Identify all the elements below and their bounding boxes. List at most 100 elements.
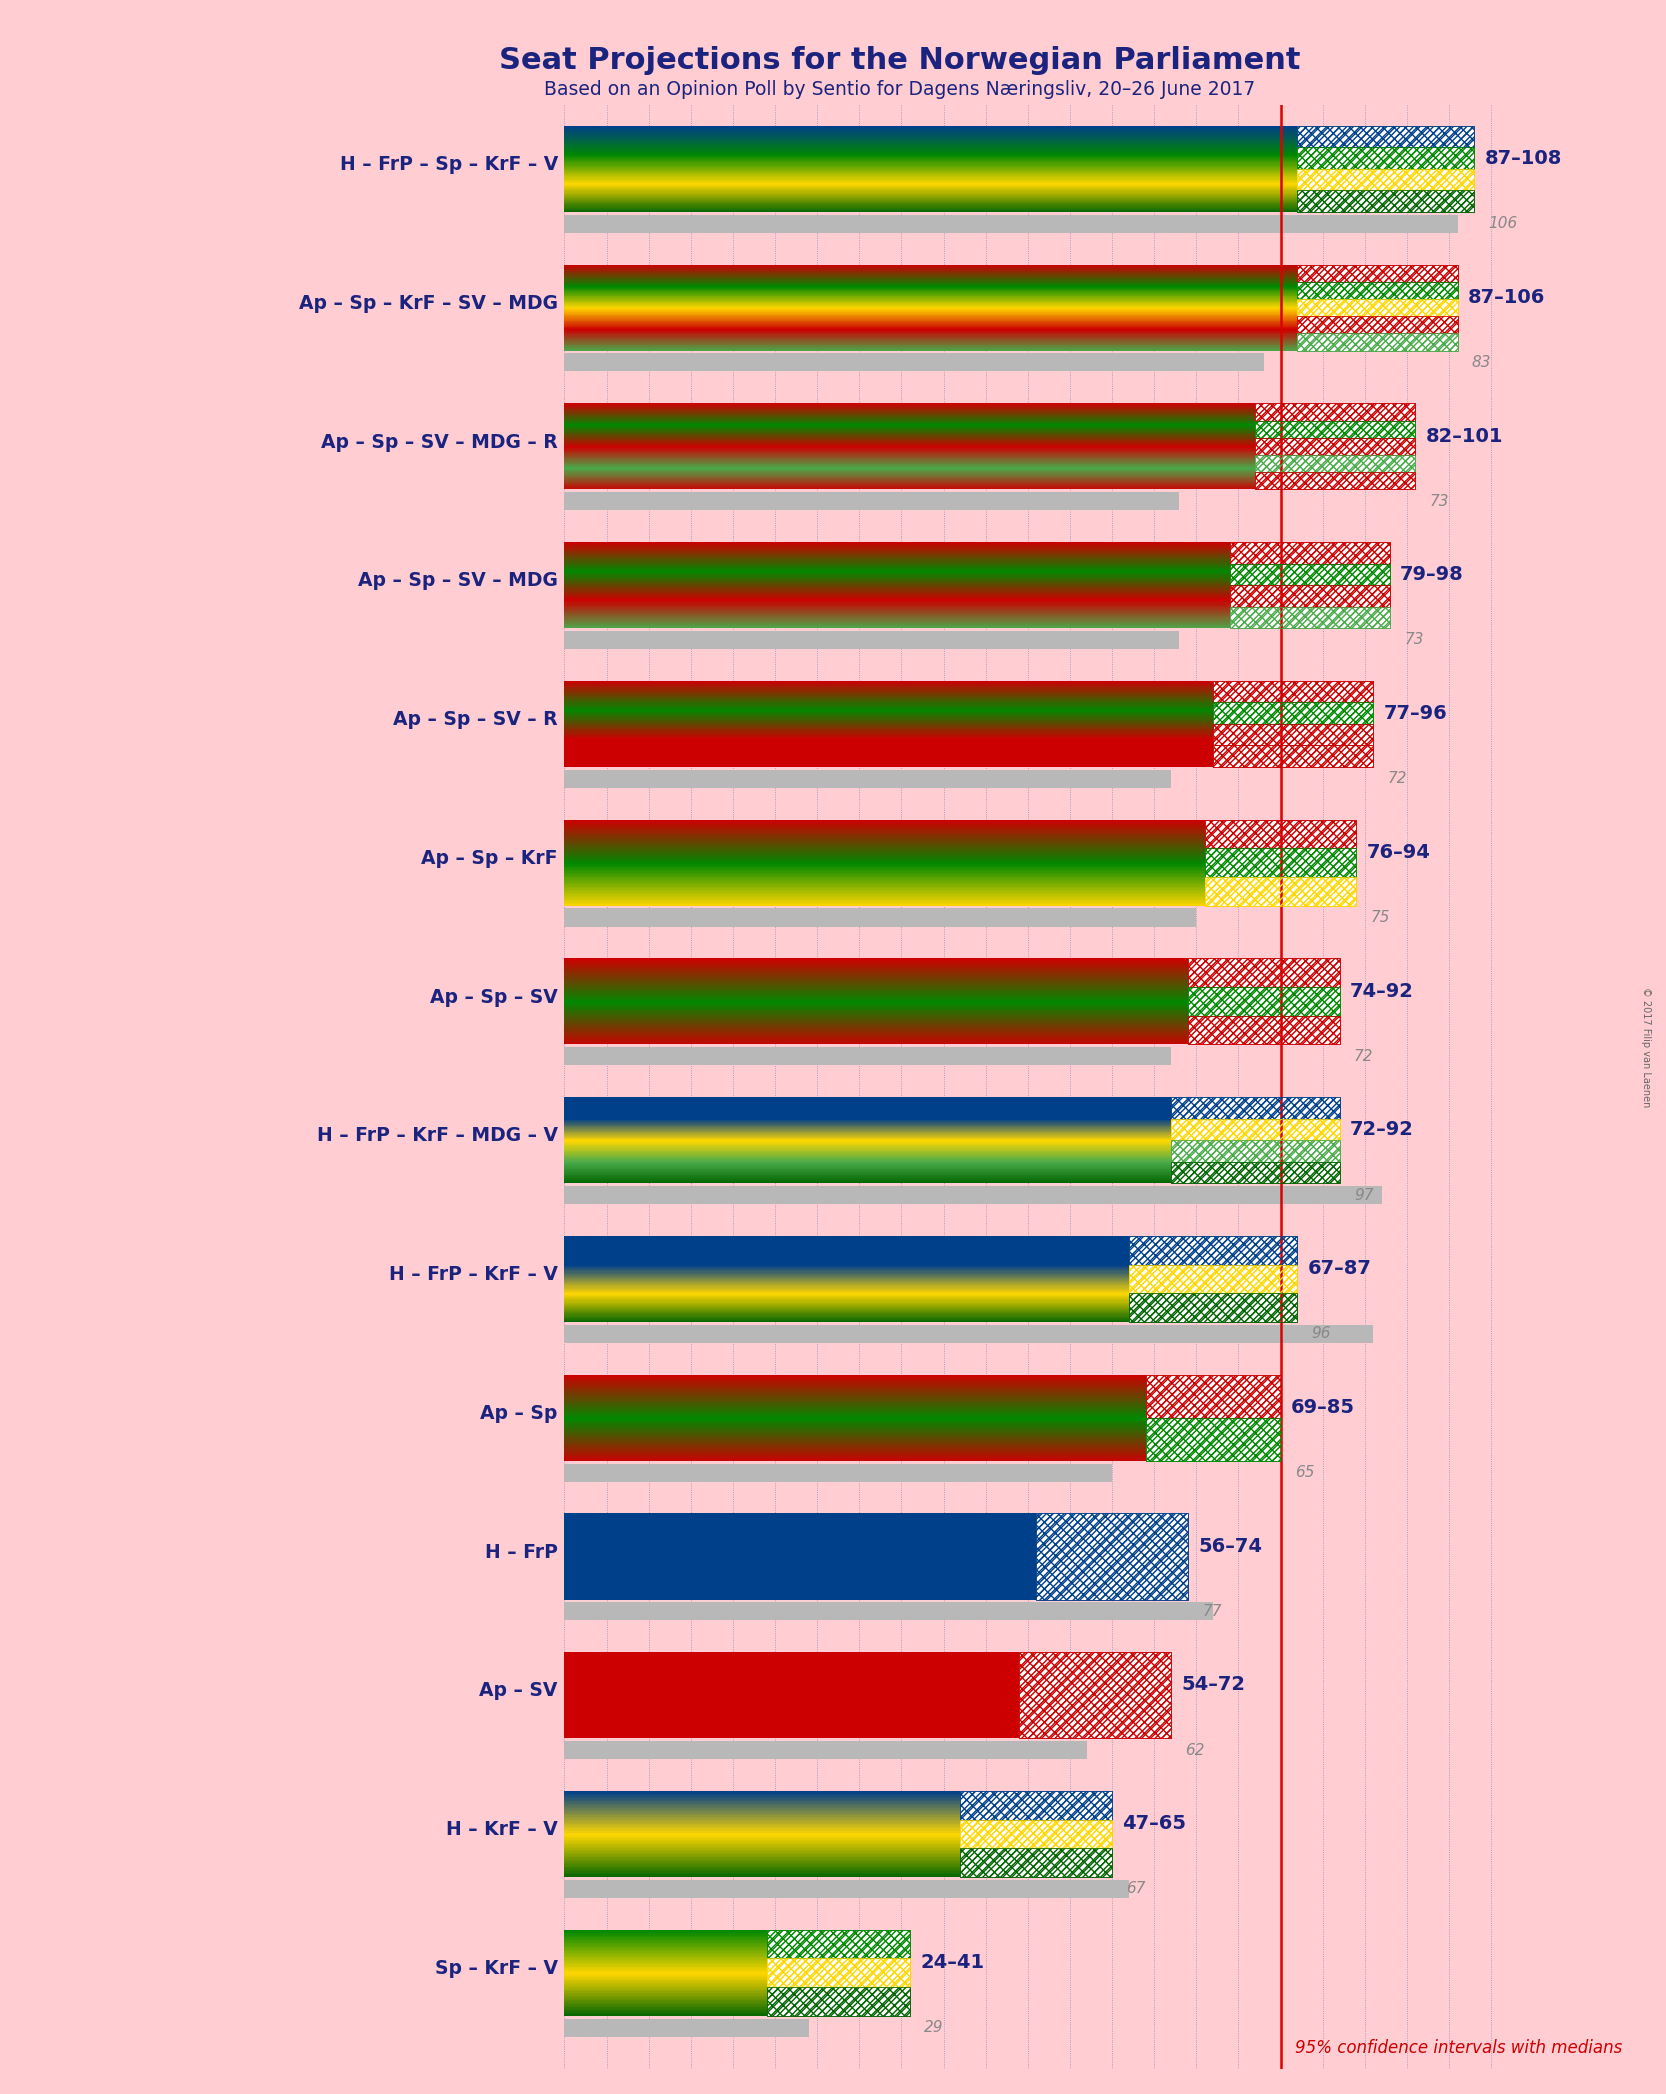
Bar [1146,1418,1281,1462]
Bar [1254,473,1416,490]
Bar [1171,1097,1339,1118]
Bar [1130,1294,1298,1321]
Bar [1213,681,1373,701]
Text: Ap – Sp – SV – MDG: Ap – Sp – SV – MDG [358,572,558,591]
Bar [961,1790,1113,1820]
Bar [1146,1376,1281,1418]
Bar [565,1656,1020,1661]
Text: 73: 73 [1404,632,1424,647]
Bar [1298,299,1458,316]
Bar [1298,126,1474,147]
Bar [1213,681,1373,701]
Text: 79–98: 79–98 [1399,565,1464,584]
Bar [565,1677,1020,1681]
Text: Seat Projections for the Norwegian Parliament: Seat Projections for the Norwegian Parli… [498,46,1301,75]
Text: 73: 73 [1429,494,1449,509]
Bar [1298,170,1474,191]
Bar [565,1709,1020,1713]
Bar [1036,1514,1188,1600]
Bar [1298,316,1458,333]
Bar [1298,333,1458,350]
Bar [1230,607,1389,628]
Text: 67: 67 [1126,1880,1146,1897]
Text: 54–72: 54–72 [1181,1675,1245,1694]
Bar [565,1669,1020,1673]
Bar [565,1596,1036,1600]
Bar [565,1717,1020,1721]
Bar [961,1820,1113,1849]
Bar [1020,1652,1171,1738]
Bar [1188,986,1339,1016]
Bar [1230,563,1389,584]
Bar [1171,1141,1339,1162]
Bar [565,492,1180,511]
Bar [565,1740,1086,1759]
Text: Ap – Sp – SV: Ap – Sp – SV [430,988,558,1007]
Bar [1230,607,1389,628]
Bar [565,1047,1171,1066]
Bar [565,1686,1020,1692]
Bar [1188,1016,1339,1045]
Bar [1130,1294,1298,1321]
Bar [565,1527,1036,1531]
Bar [565,1721,1020,1725]
Bar [1171,1118,1339,1141]
Bar [565,1734,1020,1738]
Bar [565,1696,1020,1700]
Text: Ap – Sp – SV – MDG – R: Ap – Sp – SV – MDG – R [322,433,558,452]
Bar [565,1692,1020,1696]
Bar [1298,147,1474,170]
Bar [565,1587,1036,1591]
Bar [565,1602,1213,1621]
Bar [1130,1265,1298,1294]
Bar [1230,563,1389,584]
Bar [1205,848,1356,877]
Bar [565,1568,1036,1575]
Bar [961,1820,1113,1849]
Text: 72–92: 72–92 [1349,1120,1413,1139]
Bar [565,1665,1020,1669]
Bar [1254,438,1416,454]
Bar [1171,1162,1339,1183]
Bar [1230,584,1389,607]
Text: 65: 65 [1294,1466,1314,1480]
Bar [565,1556,1036,1560]
Text: 82–101: 82–101 [1426,427,1503,446]
Bar [1254,421,1416,438]
Bar [1130,1265,1298,1294]
Bar [1298,299,1458,316]
Bar [1213,681,1373,701]
Bar [1298,333,1458,350]
Bar [1298,191,1474,211]
Text: 96: 96 [1311,1326,1331,1342]
Bar [961,1849,1113,1876]
Bar [1188,986,1339,1016]
Text: 24–41: 24–41 [920,1954,985,1973]
Bar [565,1673,1020,1677]
Bar [1298,147,1474,170]
Bar [565,1880,1130,1897]
Bar [1298,299,1458,316]
Bar [766,1987,910,2017]
Bar [565,1705,1020,1709]
Text: 95% confidence intervals with medians: 95% confidence intervals with medians [1294,2040,1621,2058]
Bar [1171,1141,1339,1162]
Bar [1205,819,1356,848]
Bar [1213,725,1373,745]
Bar [565,1522,1036,1527]
Bar [565,630,1180,649]
Bar [565,1185,1381,1204]
Bar [565,216,1458,232]
Bar [1205,877,1356,907]
Bar [1020,1652,1171,1738]
Text: Based on an Opinion Poll by Sentio for Dagens Næringsliv, 20–26 June 2017: Based on an Opinion Poll by Sentio for D… [545,80,1254,98]
Bar [565,1579,1036,1583]
Bar [1213,745,1373,766]
Text: 87–108: 87–108 [1484,149,1561,168]
Bar [1298,191,1474,211]
Bar [1254,473,1416,490]
Bar [766,1958,910,1987]
Bar [1188,959,1339,986]
Bar [565,1464,1113,1483]
Bar [1188,1016,1339,1045]
